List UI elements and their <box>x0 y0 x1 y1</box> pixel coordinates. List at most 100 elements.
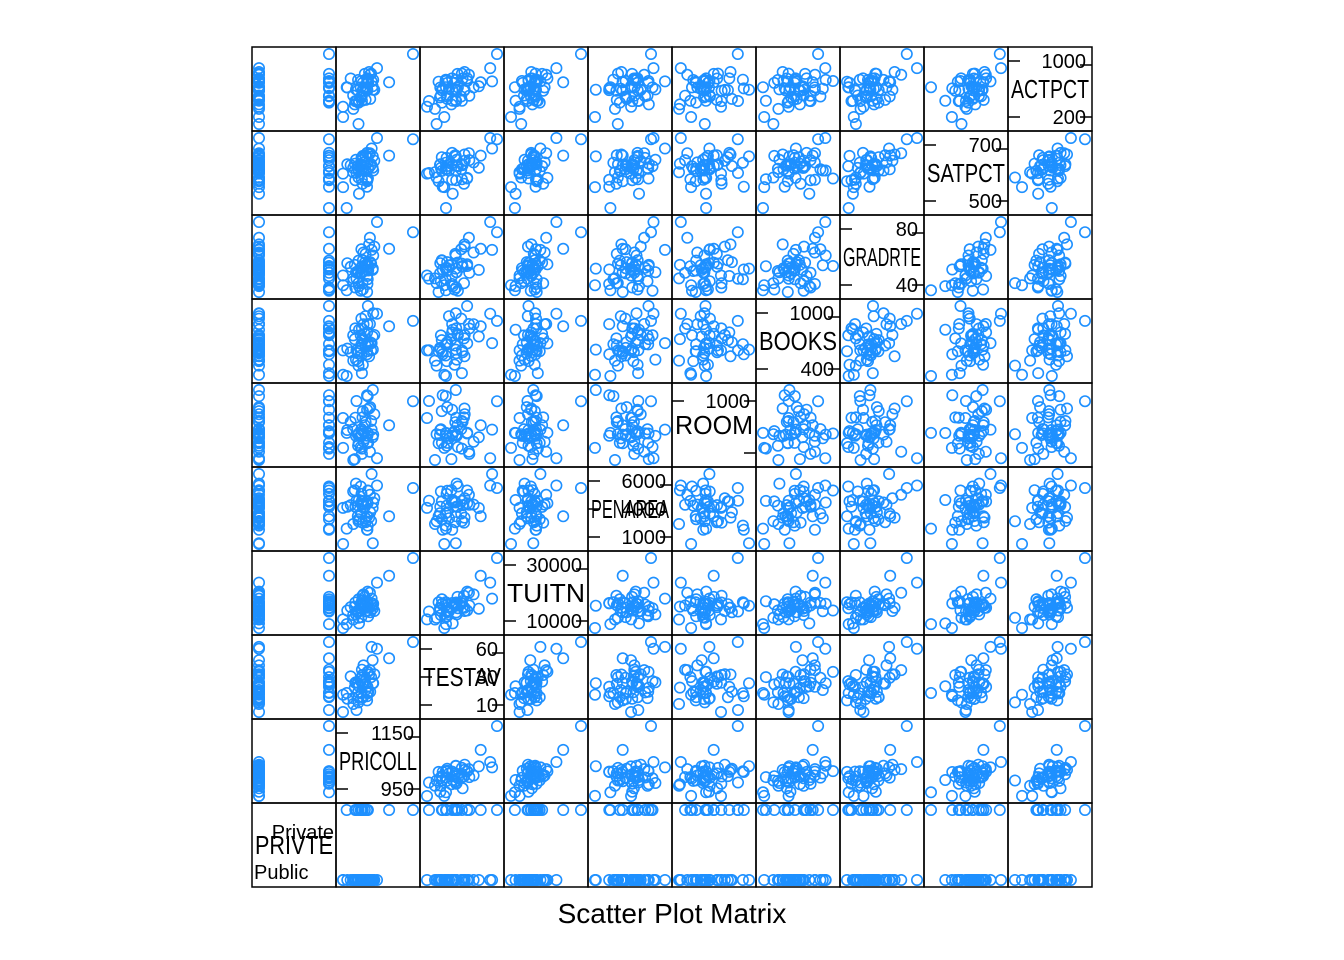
scatter-point <box>883 761 896 774</box>
scatter-point <box>541 72 554 85</box>
scatter-point <box>718 668 731 681</box>
scatter-point <box>253 705 266 718</box>
scatter-point <box>886 408 899 421</box>
scatter-point <box>703 467 716 480</box>
scatter-point <box>1059 803 1072 816</box>
panel-r5-c8 <box>923 466 1009 552</box>
scatter-point <box>604 202 617 215</box>
scatter-point <box>699 299 712 312</box>
scatter-point <box>1050 569 1063 582</box>
scatter-point <box>689 510 702 523</box>
scatter-point <box>976 83 989 96</box>
scatter-point <box>1044 389 1057 402</box>
scatter-point <box>625 100 638 113</box>
panel-r1-c6 <box>755 130 841 216</box>
scatter-point <box>783 150 796 163</box>
scatter-point <box>781 175 794 188</box>
scatter-point <box>819 597 832 610</box>
scatter-point <box>253 159 266 172</box>
scatter-point <box>776 148 789 161</box>
tick-label: 400 <box>801 359 834 381</box>
scatter-point <box>1042 606 1055 619</box>
scatter-point <box>946 389 959 402</box>
scatter-point <box>370 576 383 589</box>
scatter-point <box>642 610 655 623</box>
panel-r0-c2 <box>419 46 505 132</box>
panel-r3-c2 <box>419 298 505 384</box>
scatter-point <box>1079 133 1092 146</box>
scatter-point <box>525 499 538 512</box>
scatter-point <box>840 175 853 188</box>
scatter-point <box>253 343 266 356</box>
scatter-point <box>616 285 629 298</box>
scatter-point <box>370 642 383 655</box>
scatter-point <box>550 452 563 465</box>
scatter-point <box>959 100 972 113</box>
scatter-point <box>537 277 550 290</box>
scatter-point <box>868 665 881 678</box>
scatter-point <box>783 873 796 886</box>
scatter-point <box>322 605 335 618</box>
scatter-point <box>976 262 989 275</box>
scatter-point <box>742 599 755 612</box>
scatter-point <box>707 803 720 816</box>
scatter-point <box>884 510 897 523</box>
scatter-point <box>322 652 335 665</box>
scatter-point <box>322 765 335 778</box>
scatter-point <box>854 394 867 407</box>
scatter-point <box>461 765 474 778</box>
scatter-point <box>474 242 487 255</box>
scatter-point <box>886 328 899 341</box>
scatter-point <box>322 358 335 371</box>
panel-r9-c3 <box>503 802 589 888</box>
scatter-point <box>513 873 526 886</box>
scatter-point <box>541 258 554 271</box>
scatter-point <box>1015 181 1028 194</box>
scatter-point <box>759 94 772 107</box>
scatter-point <box>736 273 749 286</box>
scatter-point <box>513 167 526 180</box>
scatter-point <box>976 599 989 612</box>
scatter-point <box>910 642 923 655</box>
scatter-point <box>789 873 802 886</box>
scatter-point <box>456 782 469 795</box>
scatter-point <box>1053 307 1066 320</box>
scatter-point <box>361 426 374 439</box>
panel-r4-c6 <box>755 382 841 468</box>
scatter-point <box>361 171 374 184</box>
scatter-point <box>432 437 445 450</box>
scatter-point <box>843 678 856 691</box>
scatter-point <box>322 272 335 285</box>
scatter-point <box>520 401 533 414</box>
scatter-point <box>840 510 853 523</box>
scatter-point <box>768 283 781 296</box>
scatter-point <box>970 246 983 259</box>
scatter-point <box>461 426 474 439</box>
panel-r6-c0 <box>251 550 337 636</box>
scatter-point <box>924 369 937 382</box>
scatter-point <box>1042 516 1055 529</box>
scatter-point <box>253 506 266 519</box>
scatter-point <box>638 231 651 244</box>
scatter-point <box>383 242 396 255</box>
scatter-point <box>253 350 266 363</box>
panel-r7-c3 <box>503 634 589 720</box>
scatter-point <box>681 231 694 244</box>
scatter-point <box>337 111 350 124</box>
scatter-point <box>253 760 266 773</box>
scatter-point <box>430 359 443 372</box>
scatter-point <box>322 703 335 716</box>
scatter-point <box>627 782 640 795</box>
scatter-point <box>508 284 521 297</box>
scatter-point <box>632 394 645 407</box>
scatter-point <box>616 437 629 450</box>
panel-r1-c1 <box>335 130 421 216</box>
scatter-point <box>731 272 744 285</box>
scatter-point <box>756 522 769 535</box>
scatter-point <box>458 511 471 524</box>
scatter-point <box>253 175 266 188</box>
scatter-point <box>1045 246 1058 259</box>
scatter-point <box>604 81 617 94</box>
scatter-point <box>1032 617 1045 630</box>
scatter-point <box>731 494 744 507</box>
